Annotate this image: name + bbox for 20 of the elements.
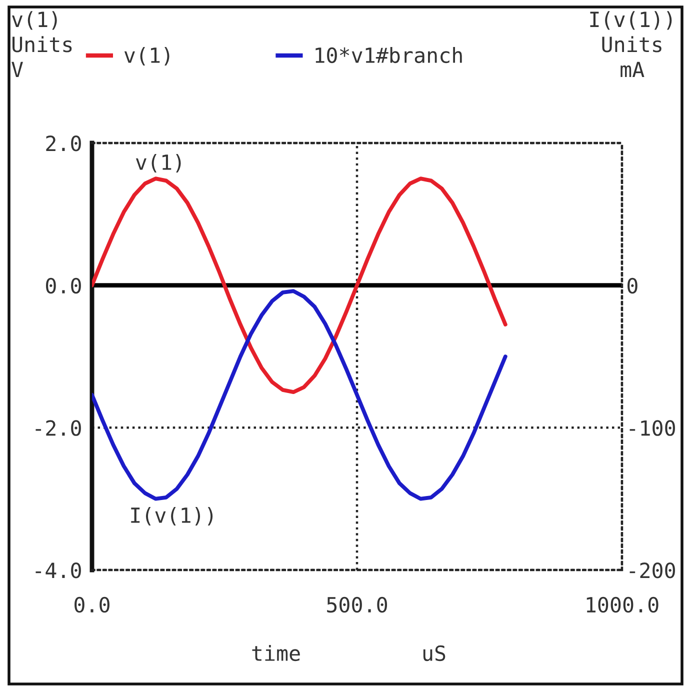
x-tick-label: 1000.0 <box>586 596 658 613</box>
y-axis-title: v(1) Units V <box>12 11 72 78</box>
y2-tick-label: 0 <box>628 278 638 294</box>
y2-axis-title: I(v(1)) Units mA <box>590 11 672 78</box>
y2-tick-label: -100 <box>630 420 675 436</box>
annotation: v(1) <box>136 154 181 173</box>
text: uS <box>423 645 446 662</box>
line-series <box>92 176 508 394</box>
y-tick-label: 0.0 <box>46 278 81 294</box>
y-tick-label: -4.0 <box>36 562 81 578</box>
y-tick-label: 2.0 <box>46 136 81 152</box>
annotation: I(v(1)) <box>131 506 213 526</box>
x-tick-label: 500.0 <box>327 596 388 613</box>
line-series <box>92 289 508 501</box>
x-axis-title: time <box>252 644 300 662</box>
legend-label: v(1) <box>124 46 170 66</box>
y-tick-label: -2.0 <box>36 420 81 436</box>
x-tick-label: 0.0 <box>74 596 110 613</box>
legend-label: 10*v1#branch <box>316 46 462 64</box>
y2-tick-label: -200 <box>630 562 675 578</box>
